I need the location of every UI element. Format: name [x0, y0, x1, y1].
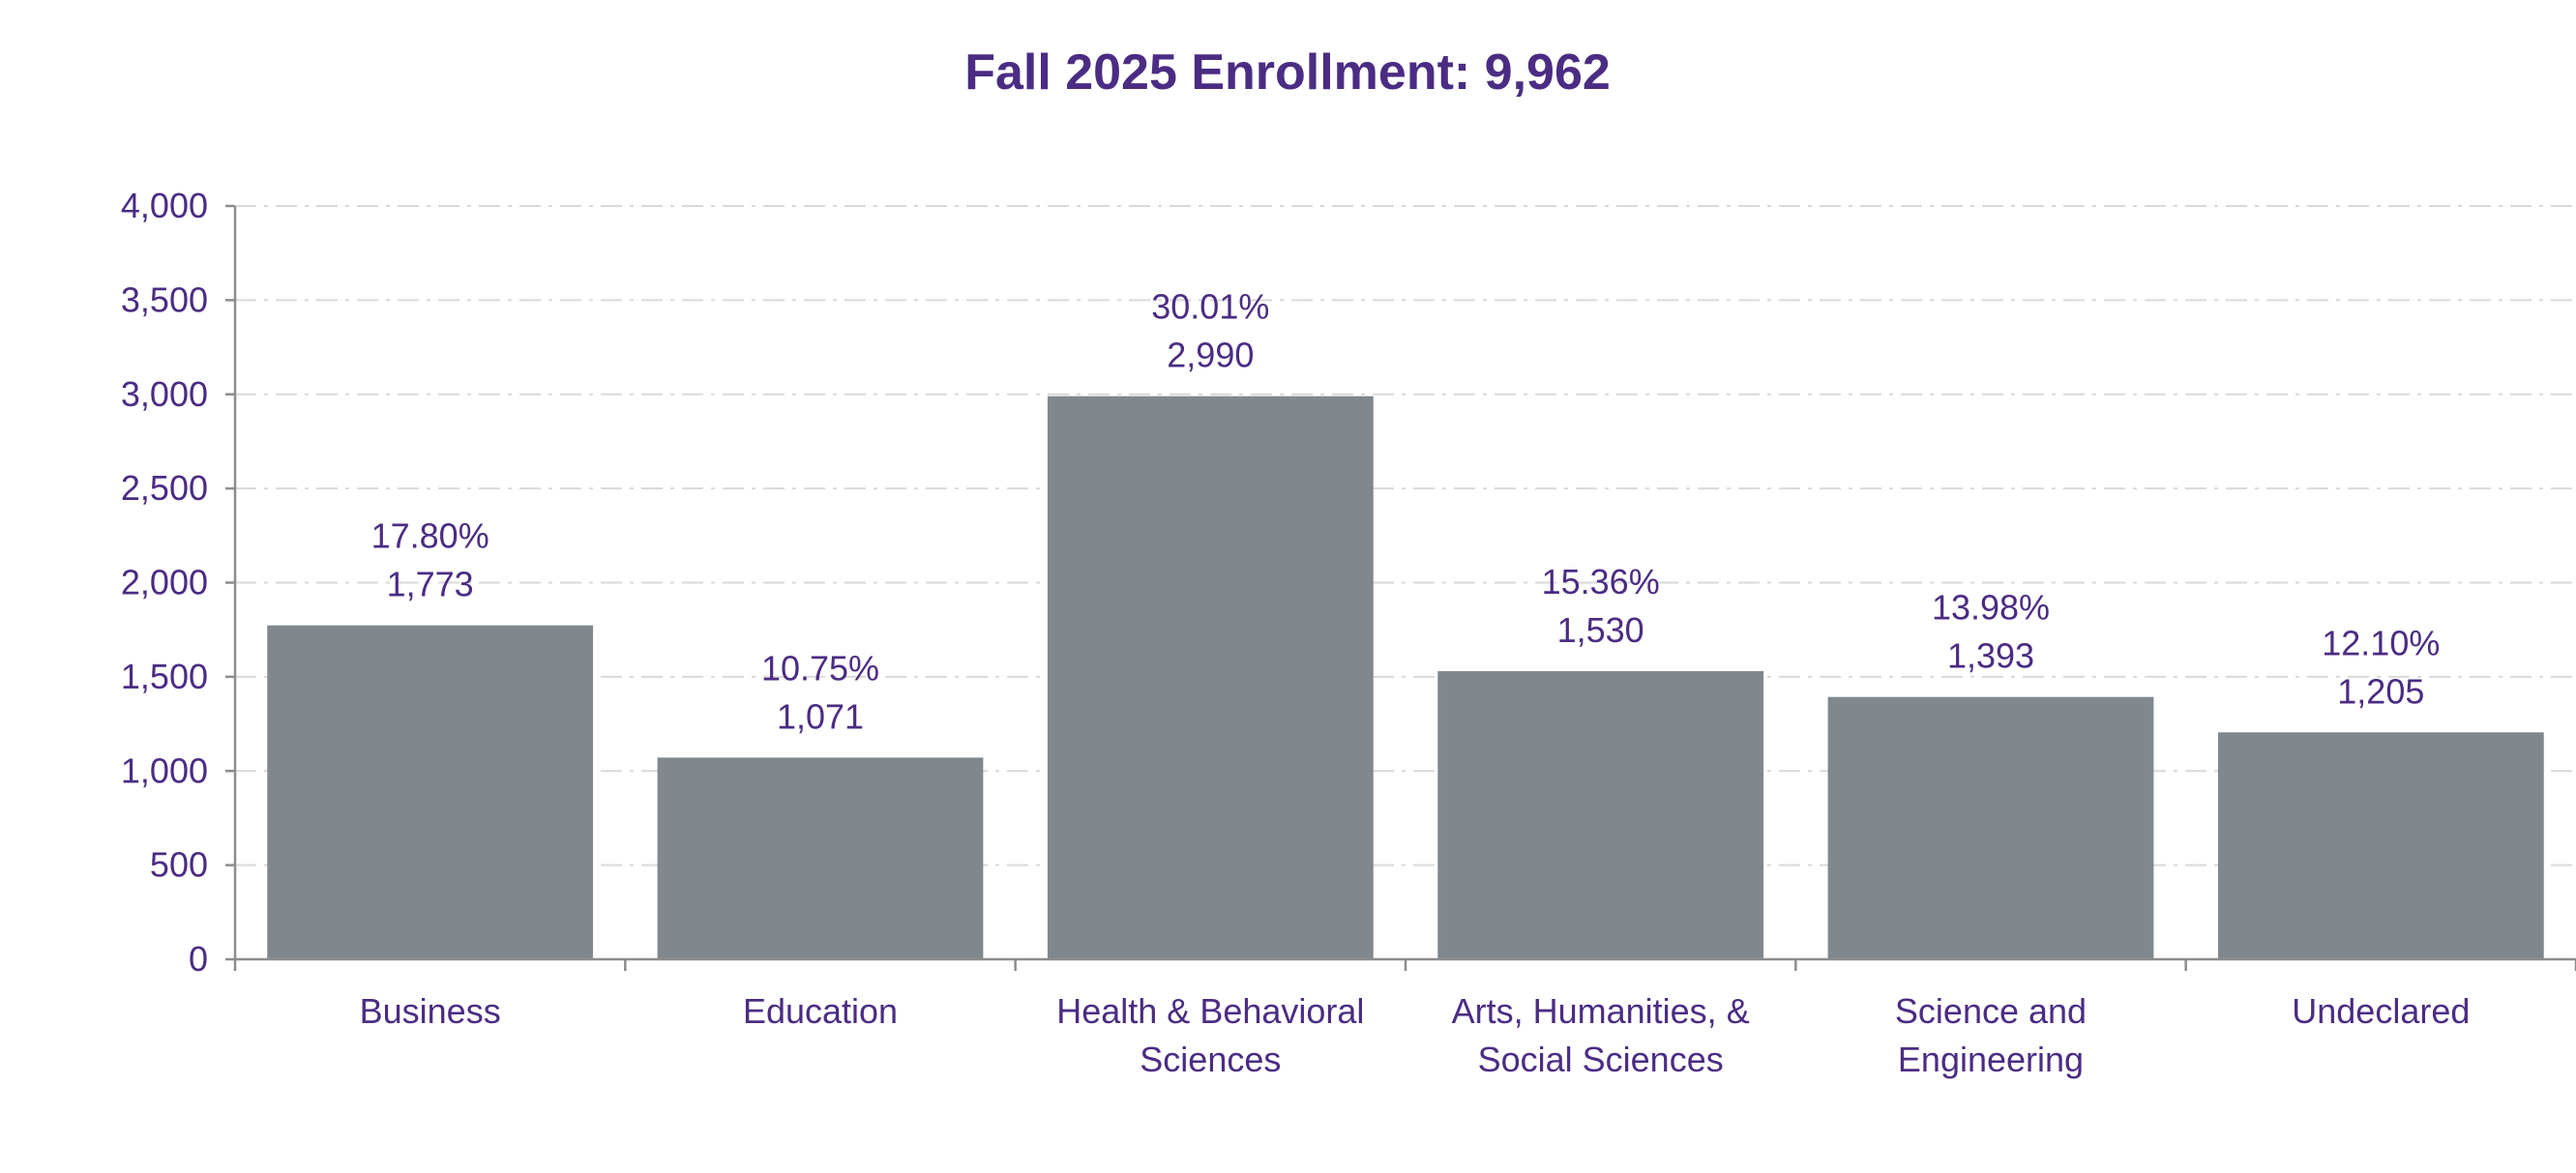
bar [657, 757, 984, 959]
chart-title: Fall 2025 Enrollment: 9,962 [964, 44, 1611, 101]
y-axis-ticks: 0 500 1,000 1,500 2,000 2,500 3,000 3,500 4,000 [121, 186, 208, 979]
bar [1437, 671, 1764, 959]
value-label: 1,393 [1947, 636, 2034, 676]
value-label: 1,773 [387, 565, 474, 604]
value-label: 1,530 [1557, 610, 1644, 650]
data-labels: 1,773 17.80% 1,071 10.75% 2,990 30.01% 1,530 15… [371, 287, 2441, 737]
x-axis-labels: Business Education Health & Behavioral Scie… [360, 991, 2471, 1079]
category-label: Business [360, 991, 501, 1031]
category-label: Engineering [1898, 1040, 2084, 1079]
y-tick-label: 3,000 [121, 374, 208, 414]
value-label: 2,990 [1167, 336, 1254, 375]
value-label: 1,205 [2337, 671, 2424, 711]
bar [1827, 696, 2154, 959]
bar [1047, 396, 1374, 959]
category-label: Education [743, 991, 898, 1031]
bar [267, 625, 594, 959]
category-label: Arts, Humanities, & [1452, 991, 1750, 1031]
y-tick-label: 2,000 [121, 563, 208, 602]
y-tick-label: 1,000 [121, 750, 208, 790]
y-tick-label: 2,500 [121, 468, 208, 508]
y-tick-label: 0 [189, 939, 208, 979]
category-label: Undeclared [2292, 991, 2470, 1031]
percent-label: 15.36% [1542, 562, 1660, 601]
gridlines [235, 205, 2576, 866]
y-tick-label: 4,000 [121, 186, 208, 225]
percent-label: 17.80% [371, 516, 489, 556]
category-label: Sciences [1140, 1040, 1281, 1079]
y-tick-label: 1,500 [121, 657, 208, 696]
bar [2217, 732, 2544, 959]
bars [267, 396, 2544, 959]
percent-label: 30.01% [1151, 287, 1269, 327]
percent-label: 13.98% [1932, 588, 2050, 628]
y-tick-label: 500 [150, 845, 208, 885]
category-label: Health & Behavioral [1056, 991, 1364, 1031]
y-tick-label: 3,500 [121, 279, 208, 319]
category-label: Science and [1895, 991, 2087, 1031]
value-label: 1,071 [777, 696, 864, 736]
percent-label: 12.10% [2322, 623, 2440, 662]
axes [225, 204, 2576, 971]
category-label: Social Sciences [1478, 1040, 1724, 1079]
percent-label: 10.75% [761, 648, 879, 688]
